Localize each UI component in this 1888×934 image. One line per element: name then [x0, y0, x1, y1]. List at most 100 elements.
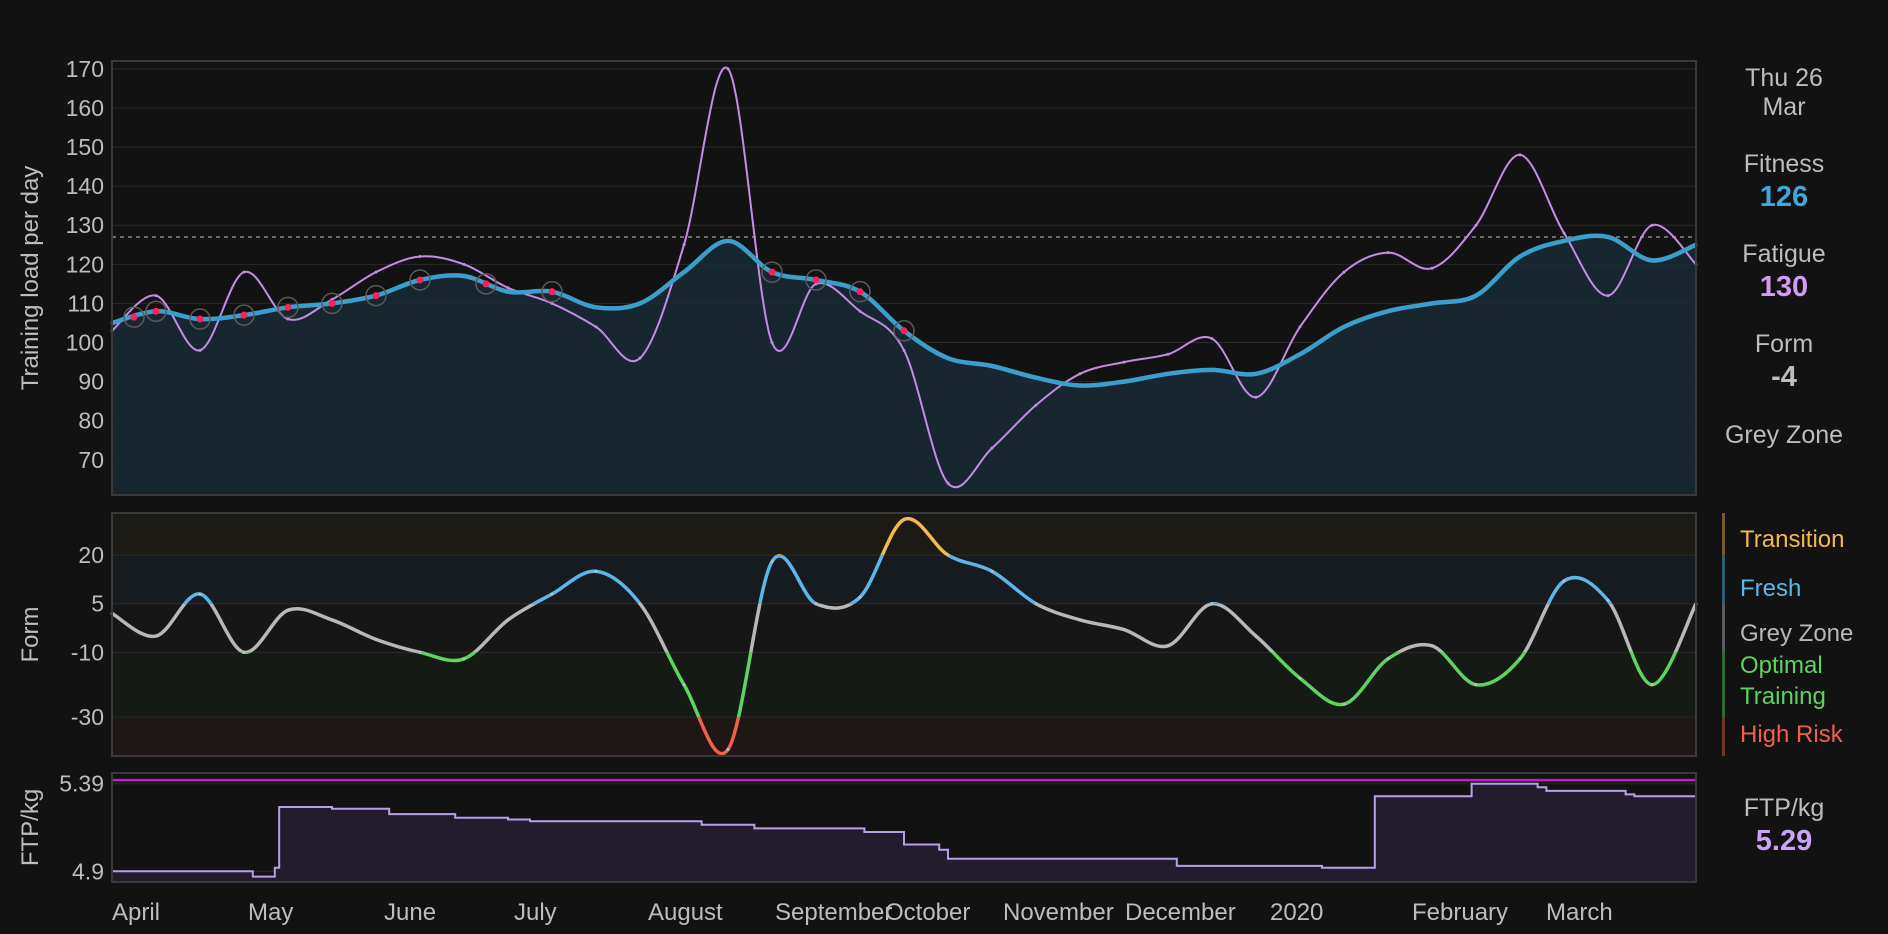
fatigue-point: [946, 481, 950, 485]
form-series-line: [776, 516, 952, 556]
fatigue-point: [286, 317, 290, 321]
fatigue-point: [242, 270, 246, 274]
ftp-tick-label: 5.39: [59, 771, 104, 797]
month-tick-label: September: [775, 899, 892, 926]
fatigue-point: [1342, 270, 1346, 274]
zone-fresh: Fresh: [1740, 575, 1802, 602]
form-series-line: [240, 652, 1678, 718]
fitness-area: [112, 235, 1696, 495]
training-load-tick-label: 110: [67, 290, 104, 316]
month-tick-label: October: [885, 899, 970, 926]
workout-marker: [900, 327, 908, 335]
form-point: [946, 553, 950, 557]
form-point: [198, 592, 202, 596]
form-value: -4: [1771, 361, 1797, 393]
training-load-tick-label: 130: [66, 212, 104, 238]
training-load-tick-label: 80: [78, 408, 104, 434]
reference-lines: [112, 236, 1696, 782]
form-tick-label: -30: [71, 704, 104, 730]
workout-marker-ring: [761, 261, 783, 283]
training-load-tick-label: 170: [66, 56, 104, 82]
ftp-frame: [111, 772, 1697, 883]
ftp-axis-title: FTP/kg: [17, 789, 44, 866]
workout-marker: [240, 311, 248, 319]
form-zone-bands: [112, 513, 1725, 756]
fatigue-point: [1474, 223, 1478, 227]
form-point: [1254, 634, 1258, 638]
workout-marker: [856, 288, 864, 296]
form-band: [112, 717, 1696, 756]
form-point: [1650, 683, 1654, 687]
fitness-point: [1562, 239, 1566, 243]
fatigue-point: [1254, 395, 1258, 399]
axis-labels: 70 80 90 100 110 120 130 140 150 160 170 Training l…: [17, 56, 1613, 926]
form-point: [1342, 702, 1346, 706]
fatigue-point: [1122, 360, 1126, 364]
workout-marker-ring: [541, 280, 563, 303]
fatigue-point: [726, 67, 730, 71]
workout-marker-ring: [409, 269, 431, 291]
fatigue-point: [1386, 251, 1390, 255]
fitness-point: [1342, 325, 1346, 329]
form-point: [1078, 618, 1082, 622]
form-tick-label: -10: [71, 639, 104, 665]
fitness-point: [462, 274, 466, 278]
fatigue-point: [198, 348, 202, 352]
month-tick-label: June: [384, 899, 436, 926]
fatigue-point: [638, 356, 642, 360]
workout-marker-ring: [123, 306, 145, 328]
fitness-point: [726, 239, 730, 243]
form-point: [990, 569, 994, 573]
training-load-axis-title: Training load per day: [17, 166, 44, 391]
fitness-point: [506, 290, 510, 294]
form-band: [112, 555, 1696, 604]
form-point: [418, 650, 422, 654]
selected-date: Thu 26 Mar: [1700, 64, 1868, 122]
fatigue-point: [594, 325, 598, 329]
training-load-frame: [111, 60, 1697, 496]
fatigue-point: [1430, 266, 1434, 270]
fitness-point: [1606, 235, 1610, 239]
form-band-legend-bar: [1722, 717, 1725, 756]
form-band: [112, 652, 1696, 718]
form-summary: Form -4: [1700, 330, 1868, 394]
workout-marker-ring: [189, 308, 211, 330]
ftp-tick-label: 4.9: [72, 858, 104, 884]
fatigue-value: 130: [1759, 271, 1809, 303]
workout-marker: [416, 276, 424, 284]
fitness-label: Fitness: [1743, 150, 1825, 178]
zone-grey: Grey Zone: [1740, 620, 1854, 647]
workout-marker: [482, 280, 490, 288]
form-zone-summary: Grey Zone: [1700, 421, 1868, 450]
form-point: [286, 608, 290, 612]
training-load-tick-label: 70: [78, 447, 104, 473]
ftp-value: 5.29: [1755, 825, 1813, 857]
fatigue-point: [1518, 153, 1522, 157]
fatigue-point: [1562, 231, 1566, 235]
training-load-tick-label: 160: [66, 95, 104, 121]
workout-marker: [284, 303, 292, 311]
form-band-legend-bar: [1722, 603, 1725, 653]
form-point: [154, 634, 158, 638]
month-tick-label: July: [514, 899, 557, 926]
workout-marker-ring: [893, 320, 915, 342]
form-tick-label: 20: [78, 542, 104, 568]
fatigue-point: [506, 286, 510, 290]
form-point: [1474, 683, 1478, 687]
workout-marker: [328, 299, 336, 307]
fitness-summary: Fitness 126: [1700, 150, 1868, 214]
month-tick-label: May: [248, 899, 293, 926]
fatigue-point: [682, 243, 686, 247]
month-tick-label: August: [648, 899, 723, 926]
workout-marker: [372, 292, 380, 300]
form-point: [462, 657, 466, 661]
form-point: [1166, 644, 1170, 648]
fatigue-point: [1650, 223, 1654, 227]
month-tick-label: December: [1125, 899, 1236, 926]
form-band-legend-bar: [1722, 555, 1725, 604]
workout-marker-ring: [849, 280, 871, 303]
ftp-label: FTP/kg: [1743, 794, 1825, 822]
fitness-point: [1210, 368, 1214, 372]
form-label: Form: [1754, 330, 1814, 358]
workout-marker: [130, 313, 138, 321]
